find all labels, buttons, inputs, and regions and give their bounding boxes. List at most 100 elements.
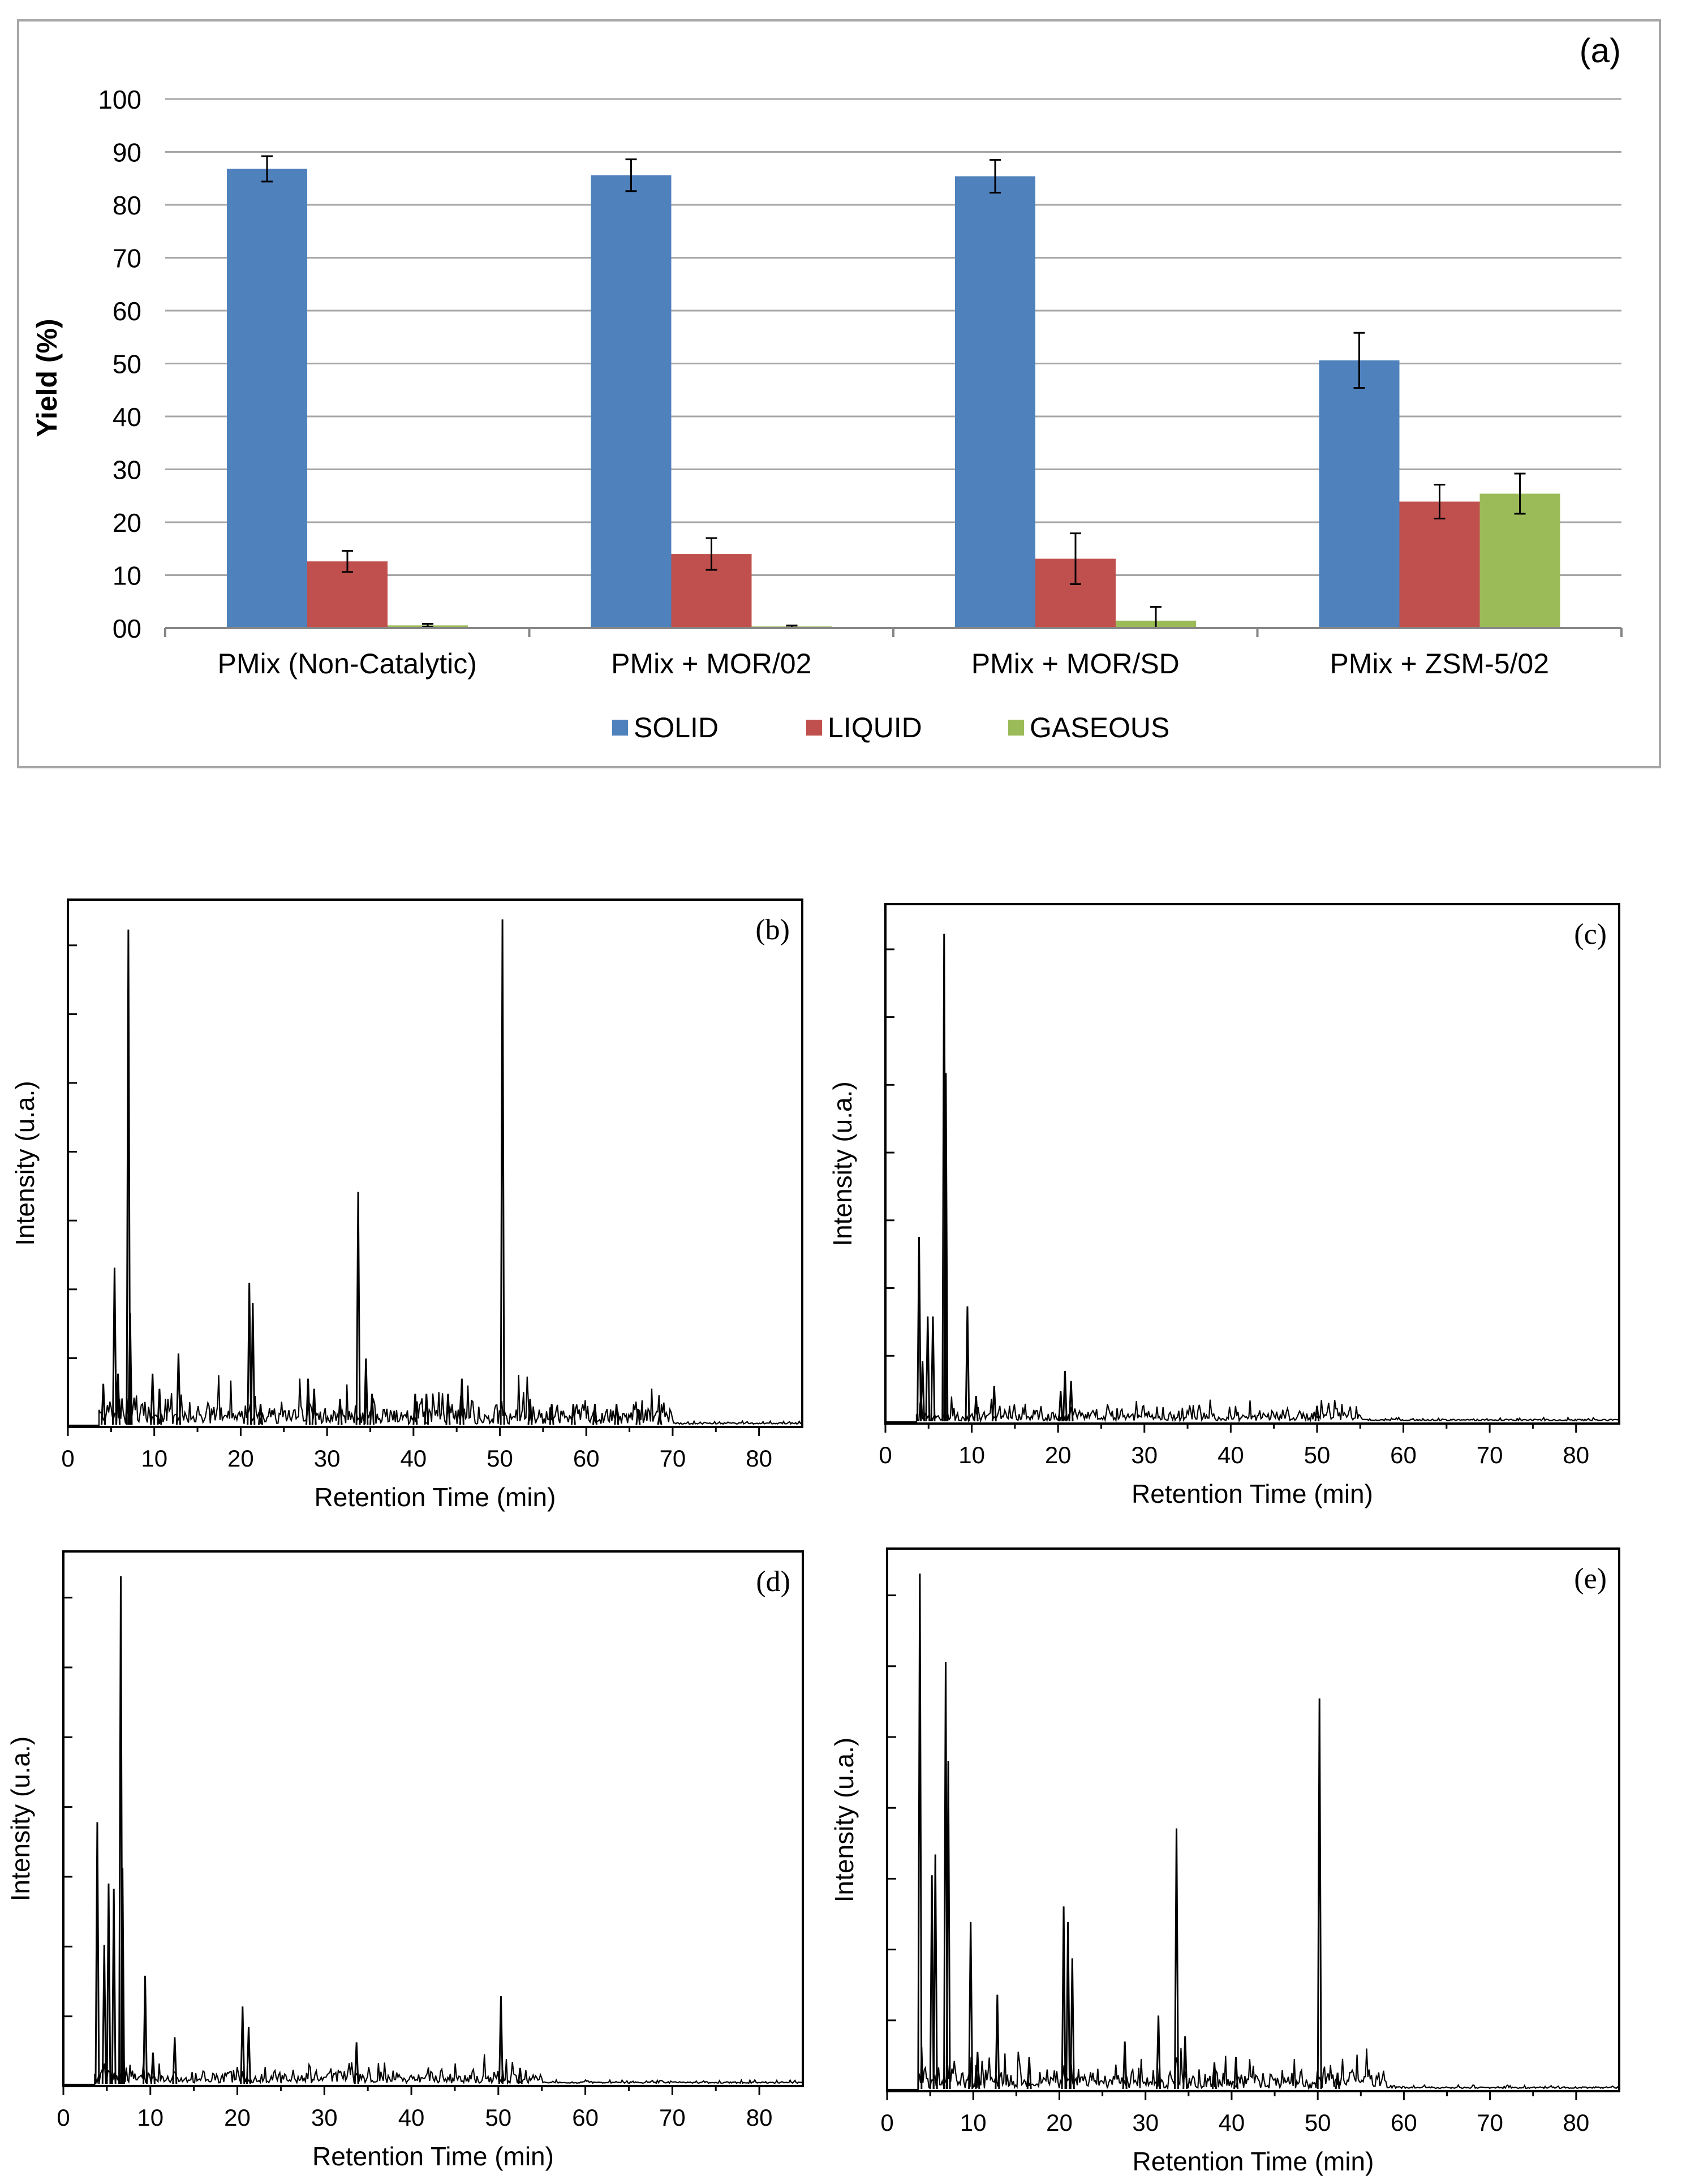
y-tick-label: 30 bbox=[113, 455, 141, 485]
panel-c-x-axis-label: Retention Time (min) bbox=[1132, 1479, 1373, 1508]
peak bbox=[111, 1267, 117, 1425]
x-tick-label: 20 bbox=[1046, 2109, 1073, 2136]
panel-a-label: (a) bbox=[1580, 32, 1621, 70]
peak bbox=[498, 1996, 504, 2084]
legend: SOLID LIQUID GASEOUS bbox=[612, 712, 1169, 743]
panel-c-label: (c) bbox=[1574, 918, 1607, 951]
peak bbox=[143, 1975, 148, 2084]
panel-b-label: (b) bbox=[755, 914, 790, 946]
peak bbox=[920, 1361, 926, 1422]
peak bbox=[337, 1399, 343, 1425]
legend-swatch-liquid bbox=[806, 720, 822, 736]
panel-b-x-axis-label: Retention Time (min) bbox=[315, 1482, 556, 1512]
peak bbox=[247, 1283, 252, 1425]
peak bbox=[459, 1378, 464, 1425]
peak bbox=[1069, 1958, 1075, 2090]
peak bbox=[925, 1316, 931, 1422]
x-tick-label: 10 bbox=[137, 2104, 164, 2131]
peak bbox=[1122, 2041, 1128, 2090]
peak bbox=[306, 1378, 311, 1425]
peak bbox=[1233, 2057, 1239, 2090]
peak bbox=[930, 1316, 936, 1422]
peak bbox=[1182, 2036, 1188, 2090]
peak bbox=[101, 1945, 107, 2084]
peak bbox=[1065, 1921, 1071, 2090]
panel-e-y-axis-label: Intensity (u.a.) bbox=[829, 1738, 859, 1902]
x-tick-label: 0 bbox=[880, 2109, 893, 2136]
panel-b-trace bbox=[68, 919, 802, 1426]
x-tick-label: 40 bbox=[1218, 1442, 1244, 1468]
y-tick-label: 00 bbox=[113, 614, 141, 643]
peak bbox=[917, 1573, 923, 2090]
peak bbox=[929, 1875, 935, 2090]
peak bbox=[150, 2052, 156, 2084]
panel-c-trace bbox=[885, 934, 1619, 1423]
baseline-noise bbox=[63, 2054, 803, 2086]
peak bbox=[1335, 2073, 1340, 2090]
x-tick-label: PMix + ZSM-5/02 bbox=[1330, 648, 1549, 680]
bar-solid bbox=[955, 176, 1035, 628]
x-tick-label: 20 bbox=[227, 1445, 254, 1472]
panel-d-chromatogram: 0 10 20 30 40 50 60 70 80 (d) Retention Time (mi… bbox=[6, 1550, 804, 2171]
y-tick-label: 50 bbox=[113, 350, 141, 379]
peak bbox=[570, 1404, 576, 1425]
panel-a-bar-chart: (a) 00 10 20 30 40 50 60 70 80 90 100 Yield (%) PM… bbox=[17, 19, 1661, 768]
baseline-noise bbox=[885, 1396, 1619, 1423]
peak bbox=[527, 1399, 533, 1425]
x-tick-label: 30 bbox=[1132, 2109, 1159, 2136]
bar-solid bbox=[227, 169, 307, 628]
panel-b-y-axis-label: Intensity (u.a.) bbox=[10, 1081, 40, 1245]
peak bbox=[995, 1994, 1000, 2090]
x-tick-label: 70 bbox=[660, 1445, 686, 1472]
peak bbox=[1156, 2015, 1162, 2090]
bar-gaseous bbox=[1479, 493, 1560, 628]
peak bbox=[172, 2037, 178, 2084]
x-tick-label: 50 bbox=[485, 2104, 511, 2131]
y-tick-label: 60 bbox=[113, 296, 141, 326]
panel-d-x-axis-label: Retention Time (min) bbox=[312, 2142, 554, 2171]
peak bbox=[101, 1383, 106, 1425]
peak bbox=[106, 1884, 111, 2084]
x-tick-label: 10 bbox=[960, 2109, 987, 2136]
panel-c-y-axis-label: Intensity (u.a.) bbox=[828, 1081, 857, 1246]
legend-label: LIQUID bbox=[828, 712, 922, 743]
x-tick-label: PMix + MOR/SD bbox=[971, 648, 1180, 680]
x-tick-label: 20 bbox=[1045, 1442, 1072, 1468]
y-tick-label: 80 bbox=[113, 191, 141, 220]
legend-label: GASEOUS bbox=[1030, 712, 1169, 743]
panel-b-plot-frame bbox=[67, 898, 803, 1428]
peak bbox=[246, 2027, 252, 2084]
panel-d-ticks: 0 10 20 30 40 50 60 70 80 bbox=[57, 1597, 773, 2131]
peak bbox=[549, 1404, 554, 1425]
peak bbox=[517, 2067, 523, 2084]
x-tick-label: PMix (Non-Catalytic) bbox=[218, 648, 477, 680]
x-tick-label: 10 bbox=[958, 1442, 985, 1468]
x-tick-label: 70 bbox=[1477, 2109, 1503, 2136]
bar-liquid bbox=[1399, 501, 1480, 628]
peak bbox=[363, 1358, 369, 1425]
x-tick-labels: PMix (Non-Catalytic) PMix + MOR/02 PMix + … bbox=[218, 648, 1550, 680]
x-tick-label: 80 bbox=[746, 2104, 773, 2131]
x-tick-label: 40 bbox=[1219, 2109, 1245, 2136]
x-tick-label: 80 bbox=[746, 1445, 772, 1472]
panel-d-trace bbox=[63, 1576, 803, 2086]
x-tick-label: 10 bbox=[141, 1445, 167, 1472]
peak bbox=[1068, 1381, 1074, 1422]
x-axis bbox=[164, 627, 1623, 637]
peak bbox=[968, 1921, 974, 2090]
legend-swatch-gaseous bbox=[1008, 720, 1024, 736]
legend-swatch-solid bbox=[612, 720, 628, 736]
x-tick-label: 0 bbox=[61, 1445, 74, 1472]
x-tick-label: 40 bbox=[400, 1445, 427, 1472]
peak bbox=[424, 1394, 429, 1425]
peak bbox=[1174, 1828, 1180, 2090]
peak bbox=[592, 1404, 598, 1425]
peak bbox=[355, 1192, 361, 1425]
peak bbox=[369, 1394, 375, 1425]
x-tick-label: 0 bbox=[57, 2104, 70, 2131]
panel-d-y-axis-label: Intensity (u.a.) bbox=[6, 1736, 35, 1901]
peak bbox=[1061, 1906, 1066, 2090]
y-tick-labels: 00 10 20 30 40 50 60 70 80 90 100 bbox=[98, 85, 141, 643]
peak bbox=[157, 1388, 162, 1425]
